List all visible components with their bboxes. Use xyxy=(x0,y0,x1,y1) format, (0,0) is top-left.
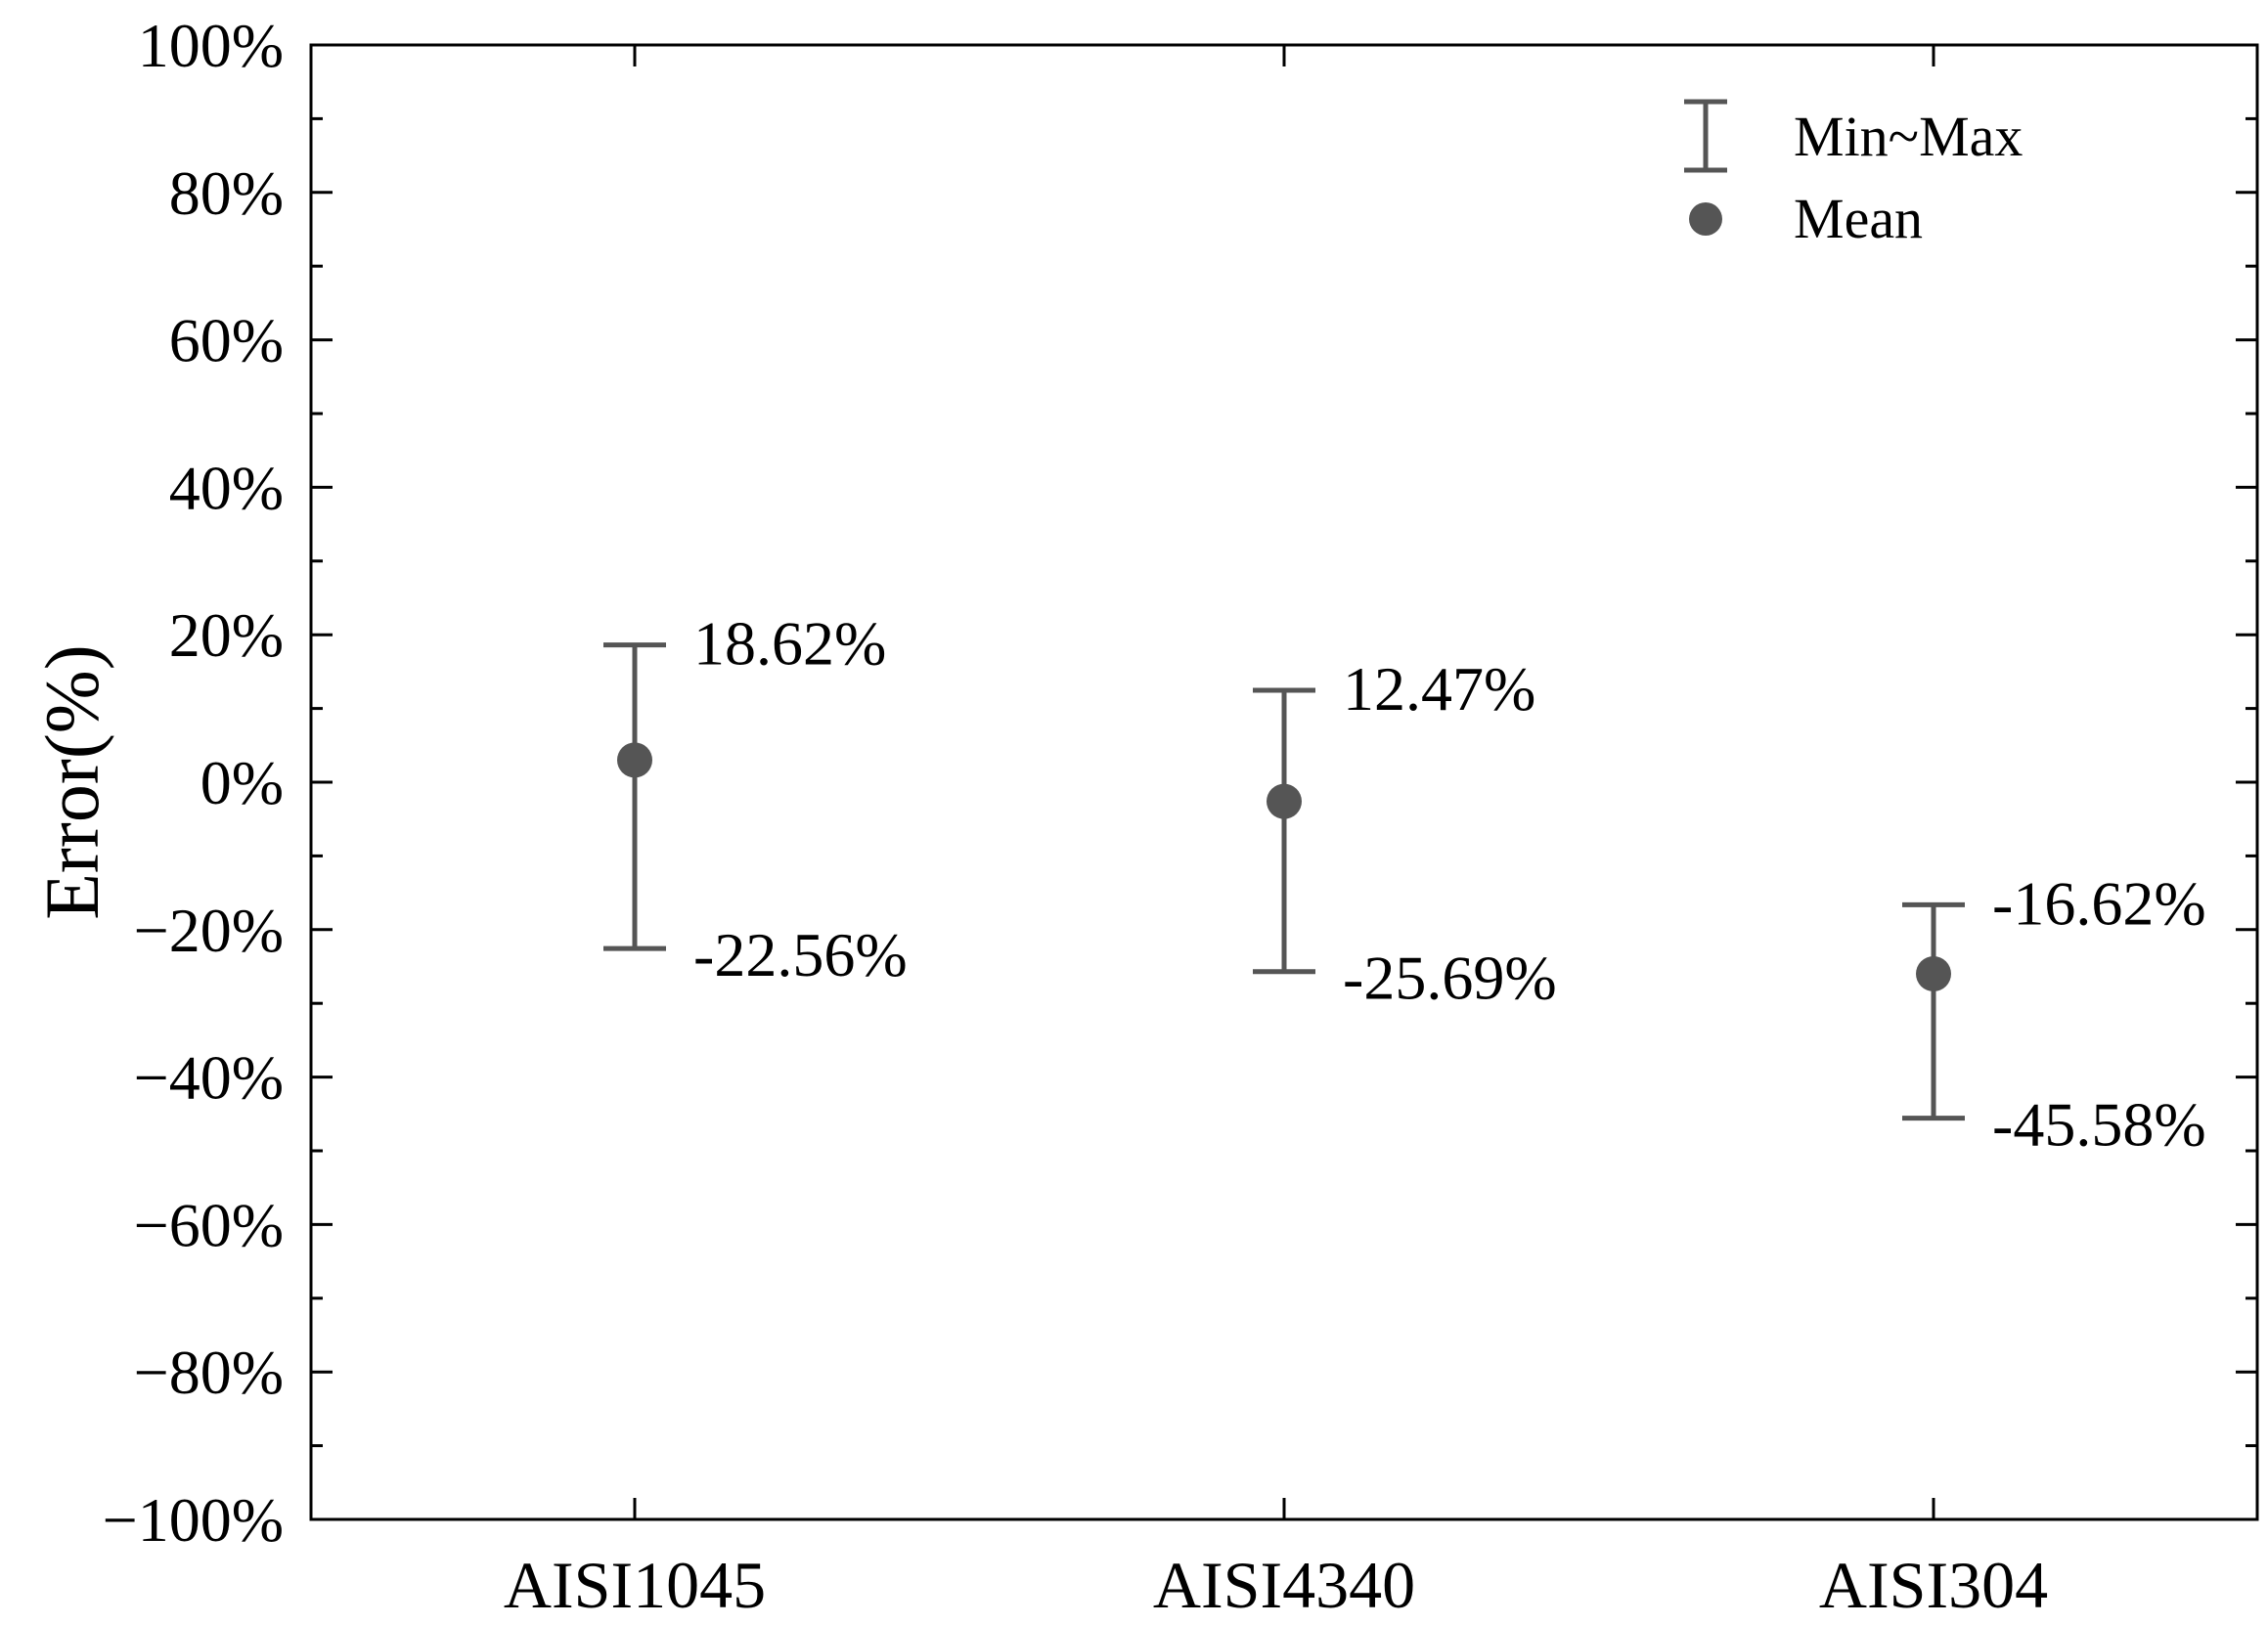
min-value-label: -22.56% xyxy=(693,920,908,989)
y-tick-label: −20% xyxy=(134,896,284,965)
max-value-label: 18.62% xyxy=(693,609,886,679)
y-tick-label: 80% xyxy=(169,158,284,228)
mean-point xyxy=(617,742,652,778)
y-tick-label: −100% xyxy=(103,1485,284,1555)
y-tick-label: 100% xyxy=(138,11,284,80)
data-marks xyxy=(603,642,1965,1121)
y-tick-label: −80% xyxy=(134,1338,284,1407)
min-value-label: -45.58% xyxy=(1992,1090,2206,1160)
max-value-label: -16.62% xyxy=(1992,868,2206,938)
max-value-label: 12.47% xyxy=(1343,654,1535,724)
y-axis-title: Error(%) xyxy=(29,644,114,920)
y-tick-label: −60% xyxy=(134,1190,284,1259)
plot-frame xyxy=(309,43,2259,1521)
legend-label-range: Min~Max xyxy=(1794,105,2023,168)
y-tick-labels: 100% 80% 60% 40% 20% 0% −20% −40% −60% −80% −100% xyxy=(103,11,284,1555)
mean-point xyxy=(1267,783,1302,819)
axis-ticks xyxy=(311,43,2257,1521)
x-tick-labels: AISI1045 AISI4340 AISI304 xyxy=(504,1548,2048,1622)
y-tick-label: 60% xyxy=(169,306,284,375)
min-value-label: -25.69% xyxy=(1343,944,1557,1013)
legend-range-icon xyxy=(1684,99,1727,173)
y-tick-label: 0% xyxy=(200,748,284,817)
mean-point xyxy=(1916,956,1951,992)
legend-label-mean: Mean xyxy=(1794,187,1923,250)
y-tick-label: 40% xyxy=(169,453,284,522)
data-labels: 18.62% -22.56% 12.47% -25.69% -16.62% -45.58% xyxy=(693,609,2206,1160)
legend: Min~Max Mean xyxy=(1684,99,2023,250)
legend-mean-icon xyxy=(1689,202,1722,236)
y-tick-label: 20% xyxy=(169,600,284,670)
x-tick-label: AISI4340 xyxy=(1153,1548,1415,1622)
y-tick-label: −40% xyxy=(134,1043,284,1113)
x-tick-label: AISI1045 xyxy=(504,1548,766,1622)
x-tick-label: AISI304 xyxy=(1819,1548,2048,1622)
